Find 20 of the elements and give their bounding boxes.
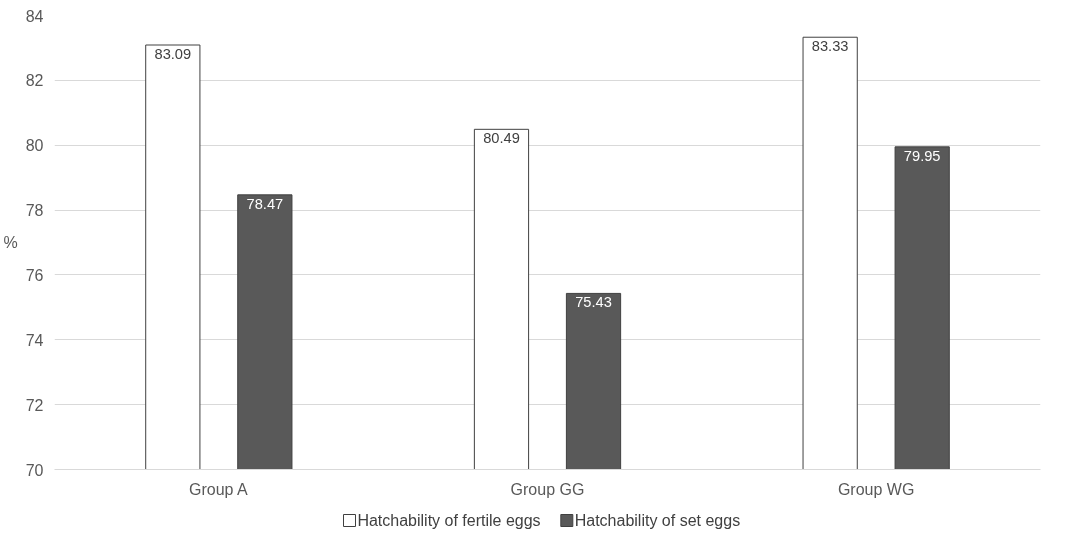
y-tick-label: 84 (25, 7, 44, 25)
y-tick-label: 80 (25, 137, 44, 155)
data-label: 75.43 (575, 294, 612, 311)
y-tick-label: 76 (25, 266, 44, 284)
data-label: 80.49 (483, 130, 520, 147)
x-tick-label: Group A (189, 480, 249, 498)
data-label: 83.33 (811, 38, 849, 55)
x-tick-label: Group GG (510, 480, 585, 498)
x-tick-label: Group WG (837, 480, 915, 498)
data-label: 83.09 (154, 46, 192, 63)
data-label: 78.47 (246, 195, 284, 212)
y-tick-label: 72 (25, 396, 44, 414)
legend-label: Hatchability of fertile eggs (357, 512, 541, 529)
y-tick-label: 82 (25, 72, 44, 90)
data-label: 79.95 (903, 147, 941, 164)
y-axis-title: % (3, 234, 18, 251)
y-tick-label: 70 (25, 461, 44, 479)
legend-label: Hatchability of set eggs (574, 512, 741, 529)
y-tick-label: 74 (25, 331, 44, 349)
y-tick-label: 78 (25, 202, 44, 220)
